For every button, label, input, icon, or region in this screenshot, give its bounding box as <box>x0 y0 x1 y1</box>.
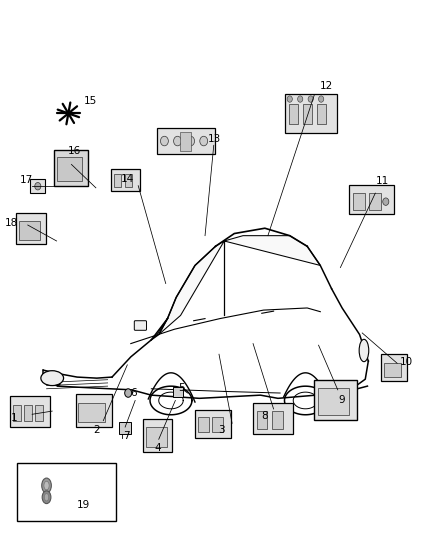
Bar <box>78 402 106 422</box>
Bar <box>19 221 40 240</box>
Bar <box>318 387 349 415</box>
Text: 6: 6 <box>131 388 137 398</box>
Bar <box>173 387 183 397</box>
Circle shape <box>35 182 41 190</box>
Bar <box>157 128 215 154</box>
Bar <box>272 411 283 429</box>
Bar <box>11 396 50 427</box>
Bar <box>24 405 32 421</box>
Bar <box>317 104 326 124</box>
Ellipse shape <box>42 478 51 493</box>
Circle shape <box>383 198 389 205</box>
Circle shape <box>187 136 194 146</box>
Bar <box>314 379 357 419</box>
Text: 2: 2 <box>93 425 100 435</box>
Bar <box>17 463 116 521</box>
Bar <box>13 405 21 421</box>
Text: 13: 13 <box>208 134 221 144</box>
Bar <box>289 104 298 124</box>
Bar <box>195 410 231 438</box>
Text: 12: 12 <box>319 81 332 91</box>
Circle shape <box>297 96 303 102</box>
Bar <box>381 354 407 381</box>
Bar <box>384 364 401 377</box>
Text: 11: 11 <box>376 176 389 187</box>
Ellipse shape <box>41 370 64 385</box>
Text: 5: 5 <box>179 383 185 393</box>
Bar <box>54 150 88 185</box>
Text: 7: 7 <box>123 431 130 441</box>
Circle shape <box>318 96 324 102</box>
Bar <box>35 405 42 421</box>
Polygon shape <box>159 241 224 335</box>
Bar <box>16 213 46 244</box>
Bar <box>353 193 365 210</box>
Bar <box>286 94 337 133</box>
Text: 9: 9 <box>338 395 345 406</box>
Text: 10: 10 <box>400 357 413 367</box>
Text: 4: 4 <box>155 443 161 453</box>
Bar <box>120 422 131 434</box>
Ellipse shape <box>42 491 51 504</box>
Bar <box>253 403 293 434</box>
Ellipse shape <box>44 494 49 501</box>
Bar <box>198 417 209 432</box>
Bar <box>125 174 132 187</box>
Bar <box>111 168 141 191</box>
Text: 14: 14 <box>121 174 134 184</box>
Bar <box>57 157 82 181</box>
Circle shape <box>125 389 132 397</box>
Bar <box>212 417 223 432</box>
Circle shape <box>173 136 181 146</box>
Bar <box>146 427 166 447</box>
Bar <box>349 185 394 214</box>
Bar <box>257 411 268 429</box>
Polygon shape <box>224 236 320 265</box>
Bar <box>143 418 172 451</box>
Text: 15: 15 <box>84 95 97 106</box>
Bar <box>30 179 45 193</box>
Text: 16: 16 <box>68 146 81 156</box>
Bar <box>180 132 191 151</box>
Text: 8: 8 <box>261 411 268 422</box>
Text: 3: 3 <box>218 425 225 435</box>
Circle shape <box>308 96 313 102</box>
Circle shape <box>200 136 208 146</box>
Text: 19: 19 <box>77 499 90 510</box>
Ellipse shape <box>359 340 369 362</box>
Text: 18: 18 <box>5 218 18 228</box>
Bar <box>303 104 312 124</box>
Text: 17: 17 <box>19 175 33 185</box>
Text: 1: 1 <box>11 413 17 423</box>
Ellipse shape <box>44 481 49 490</box>
Circle shape <box>287 96 292 102</box>
Bar <box>369 193 381 210</box>
Circle shape <box>160 136 168 146</box>
Bar <box>76 394 112 427</box>
Bar <box>114 174 121 187</box>
FancyBboxPatch shape <box>134 321 147 330</box>
